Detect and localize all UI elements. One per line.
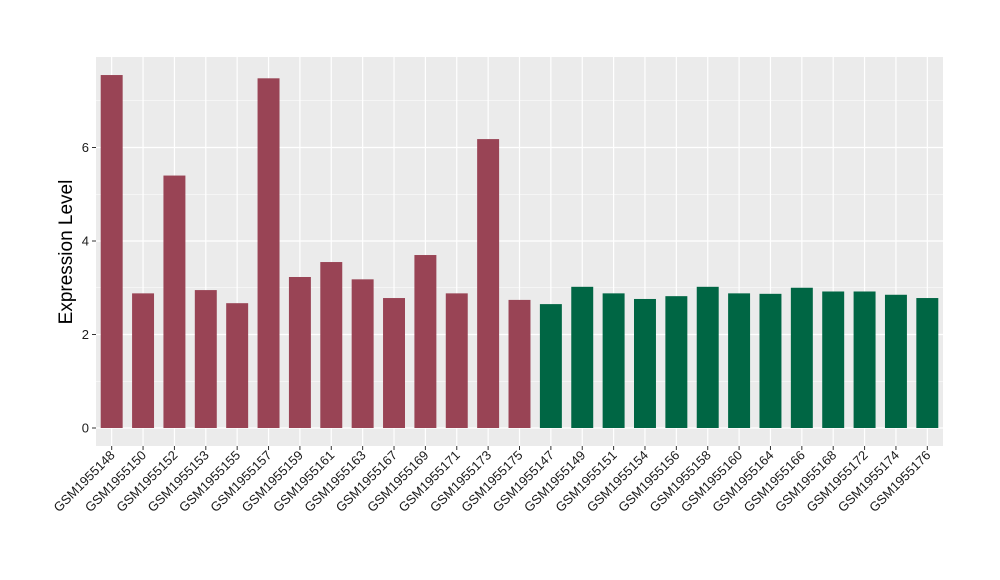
bar-GSM1955171 (445, 293, 468, 428)
bar-GSM1955156 (665, 296, 688, 428)
bar-GSM1955164 (759, 293, 782, 428)
bar-GSM1955167 (383, 298, 405, 428)
bar-GSM1955166 (790, 287, 813, 428)
y-axis-title: Expression Level (56, 180, 77, 325)
y-tick-label: 0 (82, 421, 89, 436)
x-axis: GSM1955148GSM1955150GSM1955152GSM1955153… (50, 446, 933, 515)
bar-GSM1955169 (414, 255, 437, 428)
bar-GSM1955155 (226, 303, 249, 428)
bar-GSM1955153 (194, 290, 217, 428)
bar-GSM1955149 (571, 286, 594, 428)
bar-GSM1955148 (100, 75, 123, 428)
bar-GSM1955176 (916, 298, 939, 428)
bar-GSM1955154 (634, 298, 656, 428)
bar-GSM1955157 (257, 78, 280, 428)
y-tick-label: 2 (82, 327, 89, 342)
bar-GSM1955161 (320, 262, 343, 428)
bar-GSM1955174 (884, 294, 907, 428)
bar-GSM1955160 (728, 293, 751, 428)
y-axis: 0 2 4 6 (82, 140, 96, 436)
bar-GSM1955151 (602, 293, 625, 428)
bar-GSM1955172 (853, 291, 876, 428)
bar-GSM1955173 (477, 139, 500, 428)
y-tick-label: 6 (82, 140, 89, 155)
bar-GSM1955163 (351, 279, 374, 428)
bars (100, 75, 939, 428)
bar-GSM1955158 (696, 286, 719, 428)
bar-GSM1955152 (163, 175, 186, 428)
y-tick-label: 4 (82, 234, 89, 249)
bar-GSM1955175 (508, 299, 531, 428)
bar-GSM1955147 (539, 304, 562, 428)
bar-GSM1955159 (288, 276, 311, 428)
bar-GSM1955168 (822, 291, 845, 428)
bar-GSM1955150 (132, 293, 155, 428)
